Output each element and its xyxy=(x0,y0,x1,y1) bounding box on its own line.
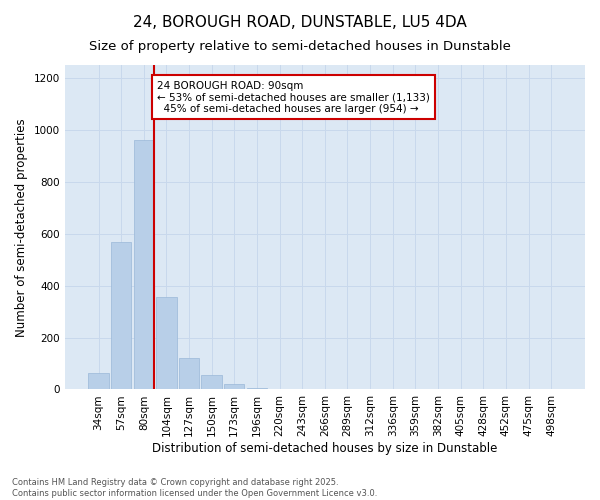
Bar xyxy=(88,372,109,390)
Text: Size of property relative to semi-detached houses in Dunstable: Size of property relative to semi-detach… xyxy=(89,40,511,53)
Bar xyxy=(224,384,244,390)
Bar xyxy=(202,375,222,390)
Bar xyxy=(156,298,176,390)
Text: Contains HM Land Registry data © Crown copyright and database right 2025.
Contai: Contains HM Land Registry data © Crown c… xyxy=(12,478,377,498)
Bar xyxy=(247,388,267,390)
Bar xyxy=(179,358,199,390)
Text: 24 BOROUGH ROAD: 90sqm
← 53% of semi-detached houses are smaller (1,133)
  45% o: 24 BOROUGH ROAD: 90sqm ← 53% of semi-det… xyxy=(157,80,430,114)
Bar xyxy=(111,242,131,390)
X-axis label: Distribution of semi-detached houses by size in Dunstable: Distribution of semi-detached houses by … xyxy=(152,442,497,455)
Bar xyxy=(134,140,154,390)
Y-axis label: Number of semi-detached properties: Number of semi-detached properties xyxy=(15,118,28,336)
Text: 24, BOROUGH ROAD, DUNSTABLE, LU5 4DA: 24, BOROUGH ROAD, DUNSTABLE, LU5 4DA xyxy=(133,15,467,30)
